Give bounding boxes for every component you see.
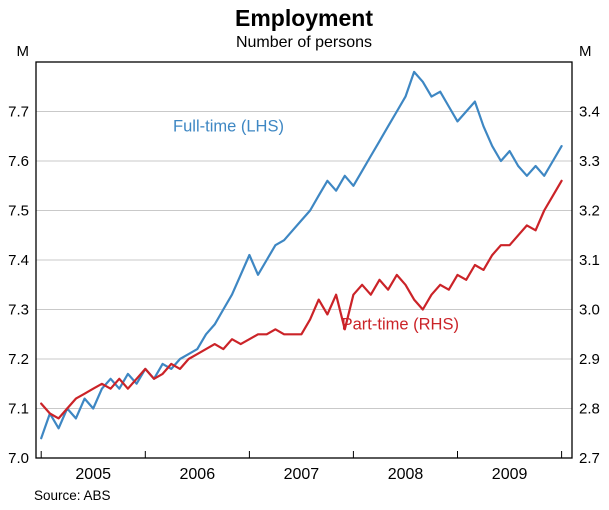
series-line-full-time — [40, 70, 563, 440]
x-tick-label: 2005 — [75, 466, 111, 483]
x-tick-label: 2008 — [388, 466, 424, 483]
left-tick-label: 7.7 — [8, 104, 29, 121]
right-axis-unit: M — [579, 43, 592, 60]
left-tick-label: 7.4 — [8, 252, 29, 269]
x-tick-label: 2006 — [180, 466, 216, 483]
x-tick-label: 2009 — [492, 466, 528, 483]
chart-subtitle: Number of persons — [236, 34, 372, 51]
left-tick-label: 7.5 — [8, 203, 29, 220]
right-tick-label: 3.4 — [579, 104, 600, 121]
left-axis-unit: M — [17, 43, 30, 60]
left-tick-label: 7.6 — [8, 153, 29, 170]
left-tick-label: 7.1 — [8, 401, 29, 418]
right-tick-label: 3.3 — [579, 153, 600, 170]
plot-frame — [35, 61, 573, 459]
right-tick-label: 2.9 — [579, 351, 600, 368]
series-annotation: Full-time (LHS) — [173, 117, 284, 135]
series-annotation: Part-time (RHS) — [342, 315, 459, 333]
left-tick-label: 7.0 — [8, 450, 29, 467]
right-tick-label: 2.8 — [579, 401, 600, 418]
left-tick-label: 7.2 — [8, 351, 29, 368]
series-line-part-time — [40, 179, 563, 420]
plot-area: 7.0 7.1 7.2 7.3 7.4 7.5 7.6 7.7 2.7 2.8 2.9 3.0 3.1 3… — [8, 43, 600, 483]
right-tick-label: 2.7 — [579, 450, 600, 467]
x-tick-label: 2007 — [284, 466, 320, 483]
chart-title: Employment — [235, 5, 373, 31]
source-note: Source: ABS — [34, 488, 111, 503]
right-tick-label: 3.0 — [579, 302, 600, 319]
right-tick-label: 3.1 — [579, 252, 600, 269]
right-tick-label: 3.2 — [579, 203, 600, 220]
left-tick-label: 7.3 — [8, 302, 29, 319]
